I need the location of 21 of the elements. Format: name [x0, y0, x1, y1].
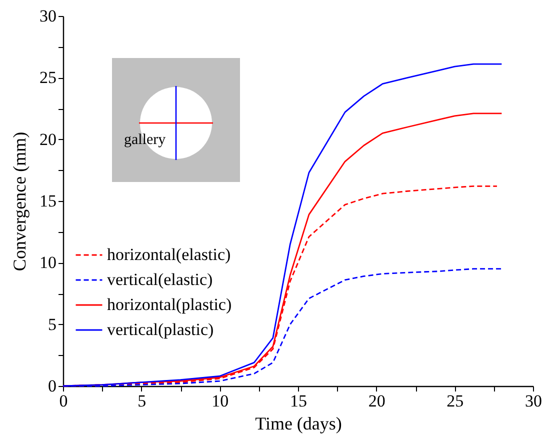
y-tick-label: 30 — [40, 6, 56, 26]
y-tick-label: 0 — [48, 376, 56, 396]
y-axis-title: Convergence (mm) — [10, 132, 30, 272]
annotation: gallery — [124, 132, 166, 148]
legend-label: horizontal(plastic) — [107, 295, 232, 314]
x-axis-title: Time (days) — [255, 414, 342, 434]
y-tick-label: 25 — [40, 68, 56, 88]
x-tick-label: 15 — [290, 392, 307, 410]
legend-label: vertical(elastic) — [107, 270, 213, 289]
y-tick-label: 15 — [40, 192, 56, 210]
gallery-cross-section-picture: gallery — [112, 58, 242, 184]
y-tick-label: 10 — [40, 253, 56, 272]
legend-label: vertical(plastic) — [107, 320, 214, 339]
x-tick-label: 10 — [212, 392, 229, 410]
x-tick-label: 20 — [368, 392, 386, 410]
x-tick-label: 30 — [525, 392, 542, 410]
y-tick-label: 5 — [48, 314, 56, 334]
x-tick-label: 5 — [138, 392, 146, 410]
x-tick-label: 25 — [446, 392, 464, 410]
legend-label: horizontal(elastic) — [107, 245, 231, 264]
y-tick-label: 20 — [40, 130, 56, 149]
